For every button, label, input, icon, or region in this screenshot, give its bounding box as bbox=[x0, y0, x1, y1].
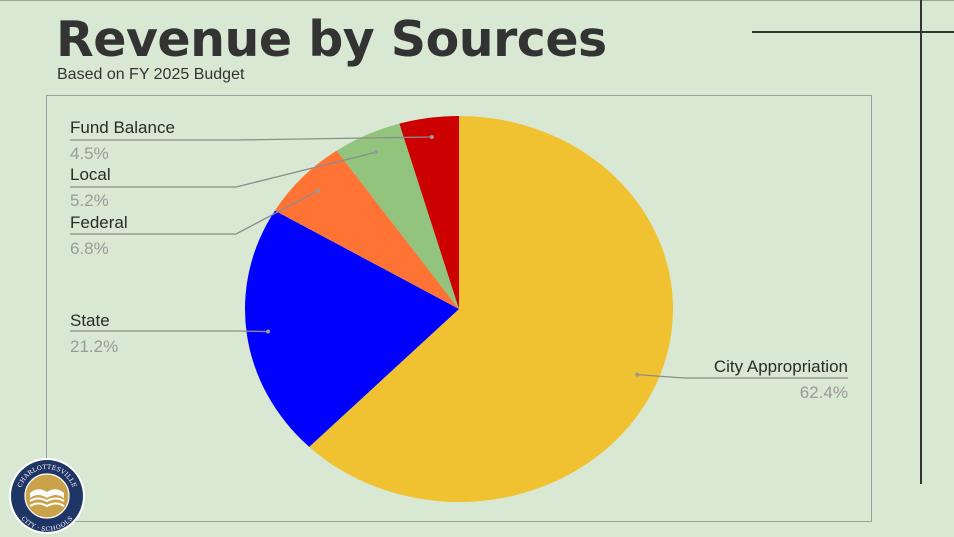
leader-dot-federal bbox=[315, 188, 320, 193]
pie-slices bbox=[245, 116, 674, 503]
slice-label-state: State bbox=[70, 311, 110, 330]
page-subtitle: Based on FY 2025 Budget bbox=[57, 66, 245, 83]
pie-slice-city-appropriation bbox=[309, 116, 674, 503]
leader-line-federal bbox=[70, 190, 319, 235]
leader-line-city-appropriation bbox=[637, 374, 848, 379]
slice-label-local: Local bbox=[70, 165, 111, 184]
school-seal-logo: CHARLOTTESVILLE CITY · SCHOOLS bbox=[9, 458, 85, 534]
leader-dot-state bbox=[266, 329, 271, 334]
leader-line-fund-balance bbox=[70, 136, 432, 141]
slice-value-state: 21.2% bbox=[70, 337, 118, 356]
page-title: Revenue by Sources bbox=[56, 11, 607, 68]
top-edge-line bbox=[0, 0, 954, 1]
slice-value-fund-balance: 4.5% bbox=[70, 144, 109, 163]
slice-value-federal: 6.8% bbox=[70, 239, 109, 258]
leader-dot-fund-balance bbox=[429, 135, 434, 140]
leader-line-state bbox=[70, 330, 269, 333]
leader-dot-local bbox=[373, 150, 378, 155]
slice-value-city-appropriation: 62.4% bbox=[800, 383, 848, 402]
pie-slice-local bbox=[336, 123, 459, 309]
leader-dot-city-appropriation bbox=[635, 372, 640, 377]
pie-slice-fund-balance bbox=[399, 116, 459, 309]
chart-frame bbox=[46, 95, 872, 522]
slice-label-city-appropriation: City Appropriation bbox=[714, 357, 848, 376]
decorative-horizontal-line bbox=[752, 31, 954, 33]
slice-value-local: 5.2% bbox=[70, 191, 109, 210]
leader-line-local bbox=[70, 151, 377, 188]
leader-lines bbox=[70, 135, 848, 379]
slice-labels: City Appropriation 62.4% State 21.2% Federal… bbox=[70, 118, 848, 402]
pie-slice-federal bbox=[274, 150, 459, 309]
pie-slice-state bbox=[245, 210, 459, 447]
slice-label-federal: Federal bbox=[70, 213, 128, 232]
slice-label-fund-balance: Fund Balance bbox=[70, 118, 175, 137]
decorative-vertical-line bbox=[920, 0, 922, 484]
